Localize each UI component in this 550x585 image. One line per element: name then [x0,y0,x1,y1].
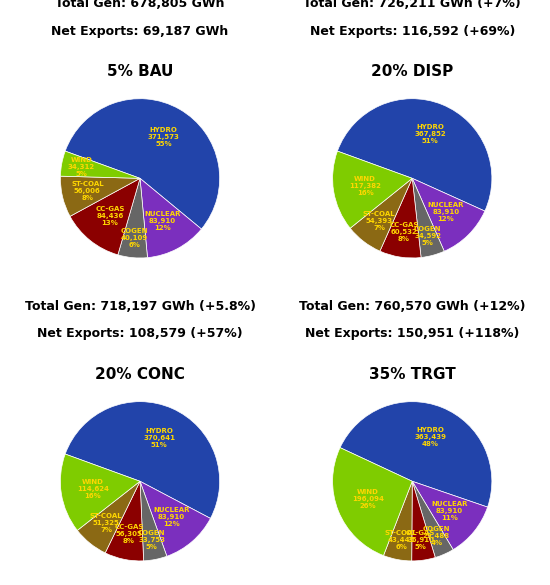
Wedge shape [140,481,167,561]
Wedge shape [412,481,487,549]
Wedge shape [412,178,444,257]
Wedge shape [380,178,421,258]
Text: ST-COAL
56,006
8%: ST-COAL 56,006 8% [71,181,103,201]
Wedge shape [60,454,140,531]
Text: NUCLEAR
83,910
12%: NUCLEAR 83,910 12% [144,211,180,230]
Text: Net Exports: 150,951 (+118%): Net Exports: 150,951 (+118%) [305,328,519,340]
Text: HYDRO
363,439
48%: HYDRO 363,439 48% [414,427,446,447]
Wedge shape [412,481,453,558]
Text: ST-COAL
54,393
7%: ST-COAL 54,393 7% [363,211,395,231]
Text: Total Gen: 726,211 GWh (+7%): Total Gen: 726,211 GWh (+7%) [304,0,521,9]
Text: CC-GAS
56,305
8%: CC-GAS 56,305 8% [114,524,144,544]
Title: 35% TRGT: 35% TRGT [369,367,455,382]
Text: COGEN
29,488
4%: COGEN 29,488 4% [422,526,450,546]
Wedge shape [140,178,201,257]
Text: WIND
114,624
16%: WIND 114,624 16% [77,479,109,499]
Wedge shape [78,481,140,553]
Text: CC-GAS
84,436
13%: CC-GAS 84,436 13% [95,205,125,226]
Wedge shape [60,151,140,178]
Title: 20% DISP: 20% DISP [371,64,453,79]
Text: COGEN
33,753
5%: COGEN 33,753 5% [138,530,166,550]
Wedge shape [333,151,412,228]
Text: NUCLEAR
83,910
11%: NUCLEAR 83,910 11% [431,501,467,521]
Wedge shape [118,178,147,258]
Text: Net Exports: 69,187 GWh: Net Exports: 69,187 GWh [51,25,229,37]
Text: Total Gen: 718,197 GWh (+5.8%): Total Gen: 718,197 GWh (+5.8%) [25,300,256,312]
Text: Net Exports: 116,592 (+69%): Net Exports: 116,592 (+69%) [310,25,515,37]
Wedge shape [65,402,219,518]
Text: ST-COAL
51,325
7%: ST-COAL 51,325 7% [90,514,122,534]
Text: WIND
34,312
5%: WIND 34,312 5% [68,157,95,177]
Text: COGEN
34,592
5%: COGEN 34,592 5% [414,226,442,246]
Text: Total Gen: 678,805 GWh: Total Gen: 678,805 GWh [55,0,225,9]
Text: CC-GAS
60,532
8%: CC-GAS 60,532 8% [389,222,419,242]
Text: Net Exports: 108,579 (+57%): Net Exports: 108,579 (+57%) [37,328,243,340]
Title: 20% CONC: 20% CONC [95,367,185,382]
Wedge shape [105,481,144,561]
Wedge shape [140,481,211,556]
Wedge shape [337,99,492,211]
Text: HYDRO
371,573
55%: HYDRO 371,573 55% [148,127,180,147]
Wedge shape [412,178,485,252]
Wedge shape [383,481,412,561]
Text: NUCLEAR
83,910
12%: NUCLEAR 83,910 12% [153,507,190,527]
Text: HYDRO
370,641
51%: HYDRO 370,641 51% [144,428,175,448]
Text: NUCLEAR
83,910
12%: NUCLEAR 83,910 12% [427,202,464,222]
Wedge shape [350,178,412,251]
Wedge shape [340,402,492,507]
Wedge shape [333,448,412,556]
Text: WIND
196,094
26%: WIND 196,094 26% [352,489,384,509]
Text: Total Gen: 760,570 GWh (+12%): Total Gen: 760,570 GWh (+12%) [299,300,525,312]
Text: COGEN
40,109
6%: COGEN 40,109 6% [120,228,148,248]
Text: ST-COAL
43,445
6%: ST-COAL 43,445 6% [385,530,417,550]
Title: 5% BAU: 5% BAU [107,64,173,79]
Wedge shape [60,176,140,216]
Text: WIND
117,382
16%: WIND 117,382 16% [349,176,381,196]
Wedge shape [65,99,219,229]
Wedge shape [412,481,435,561]
Wedge shape [70,178,140,255]
Text: CC-GAS
35,910
5%: CC-GAS 35,910 5% [406,531,436,550]
Text: HYDRO
367,852
51%: HYDRO 367,852 51% [415,124,446,144]
